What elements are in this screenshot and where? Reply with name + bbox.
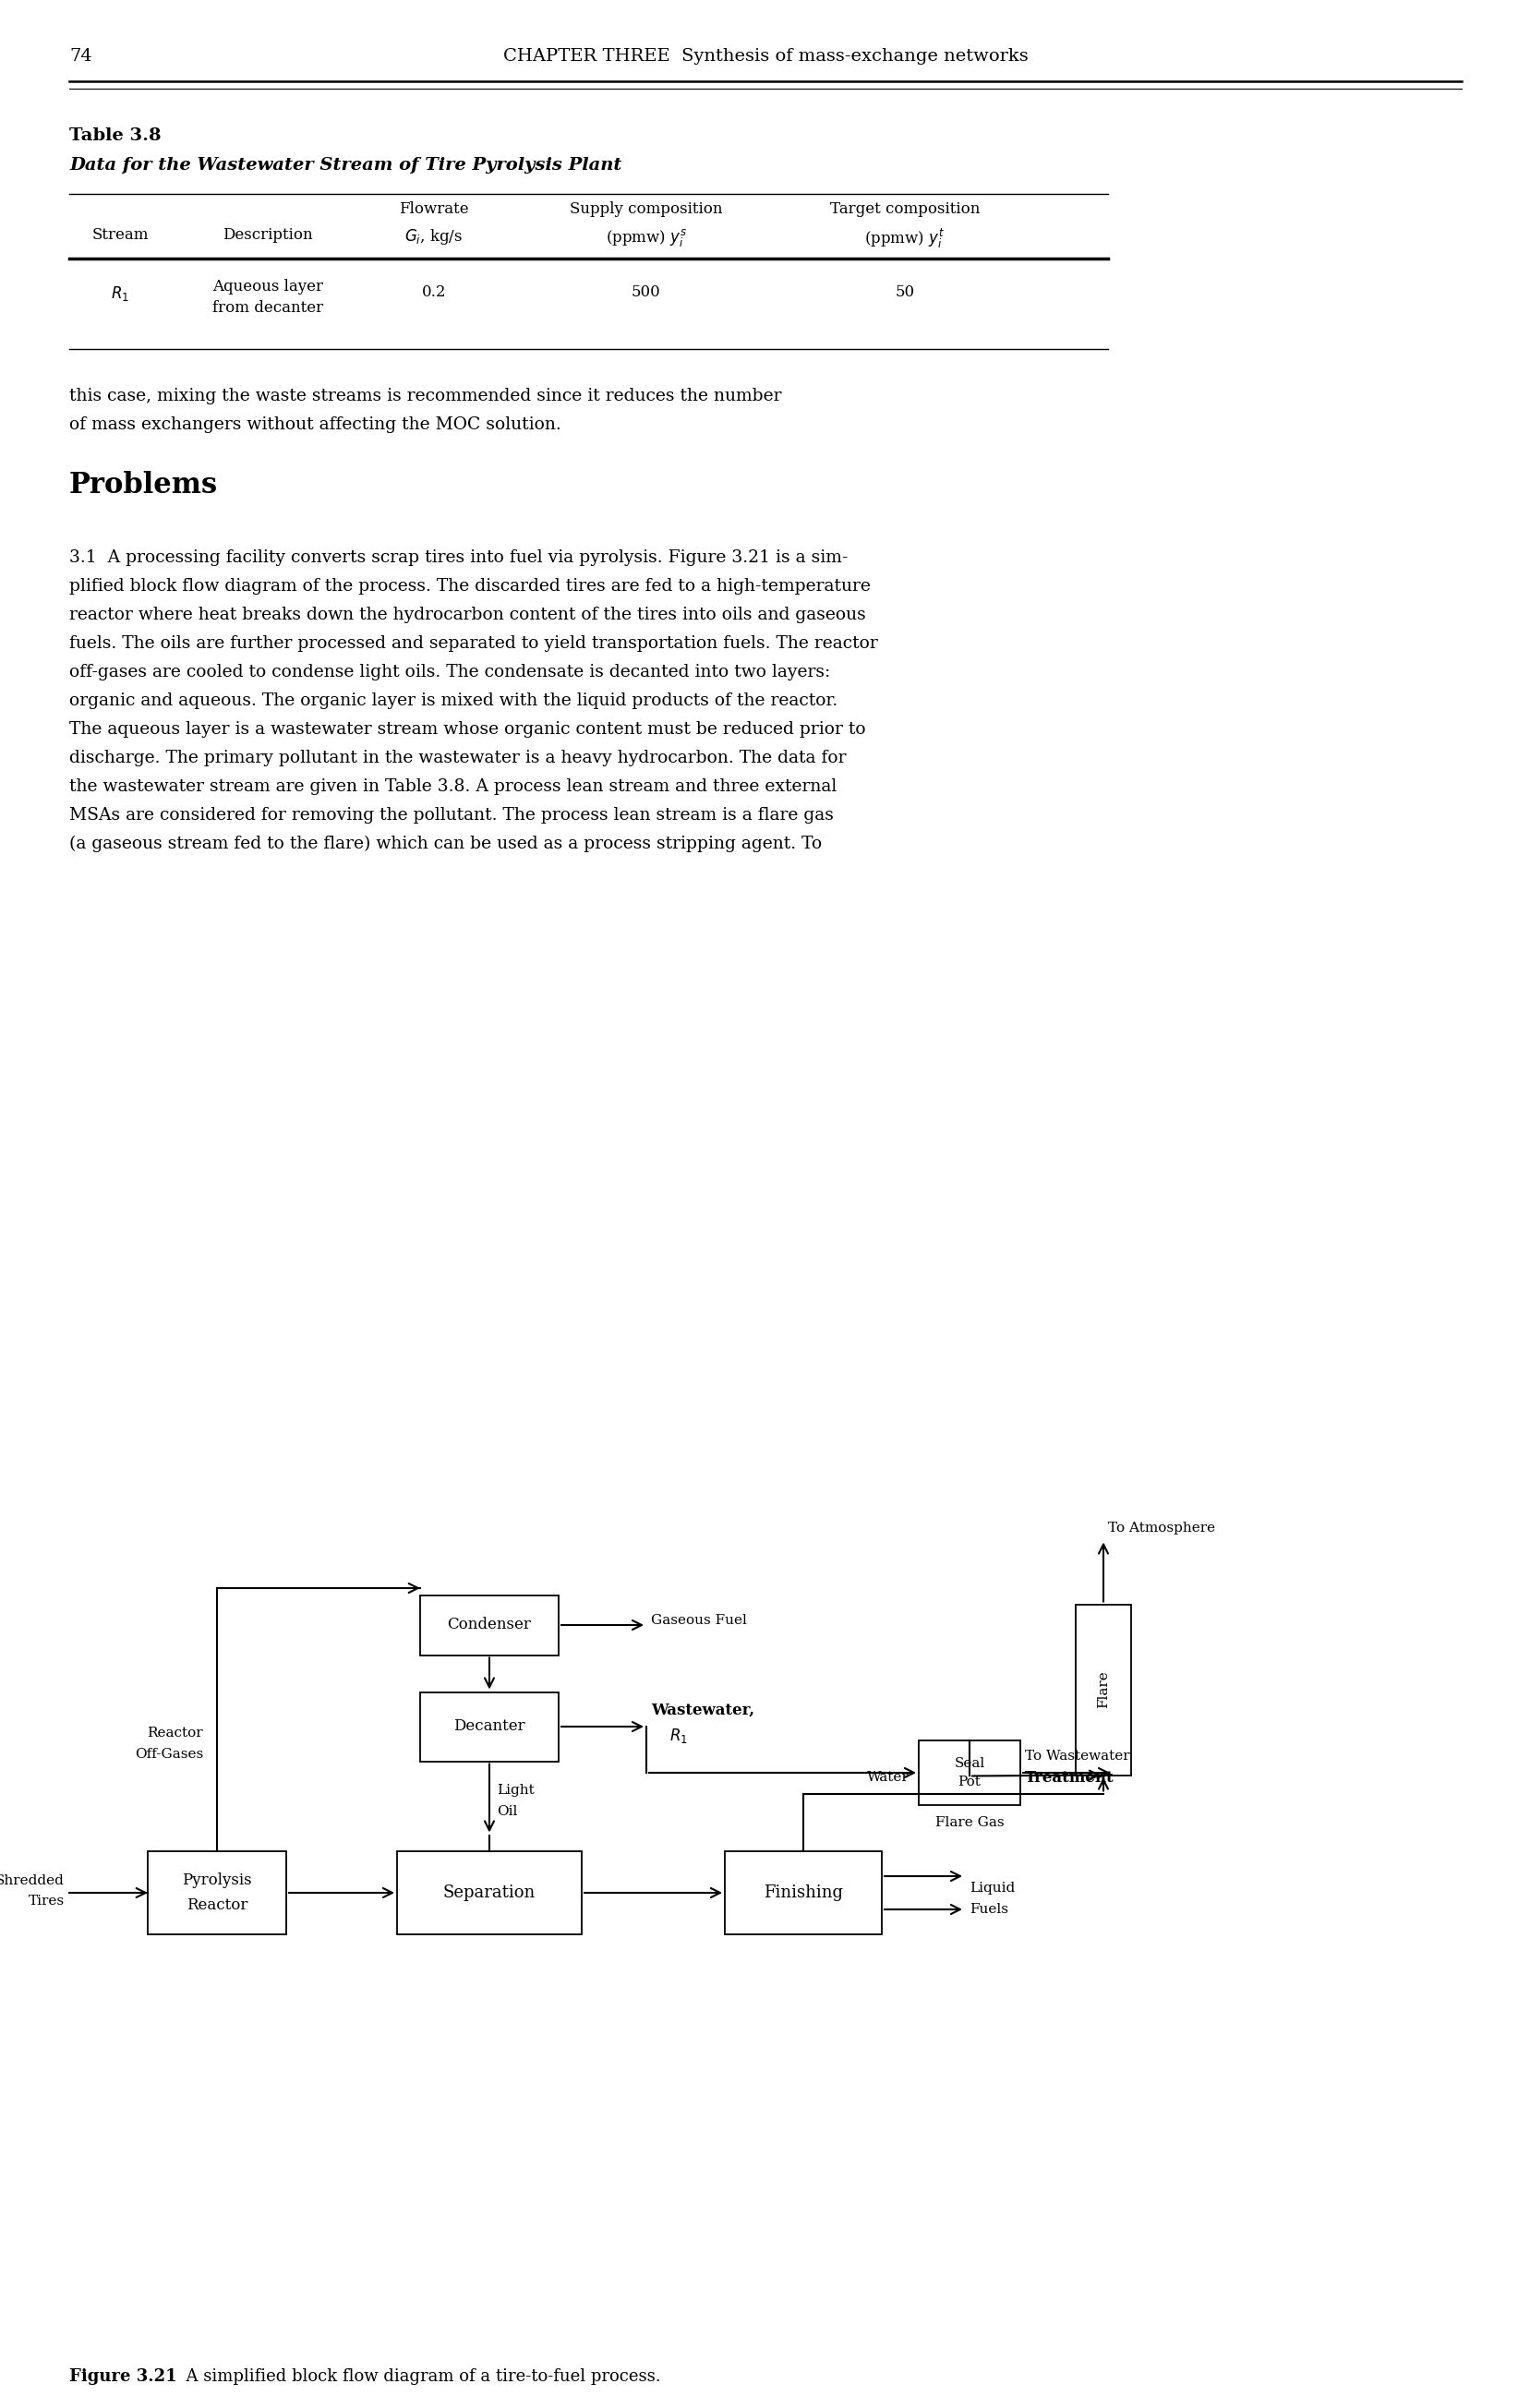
Text: Condenser: Condenser	[447, 1618, 531, 1633]
Text: discharge. The primary pollutant in the wastewater is a heavy hydrocarbon. The d: discharge. The primary pollutant in the …	[69, 749, 846, 766]
Text: fuels. The oils are further processed and separated to yield transportation fuel: fuels. The oils are further processed an…	[69, 636, 877, 653]
Bar	[148, 1852, 286, 1934]
Text: Oil: Oil	[496, 1804, 517, 1818]
Text: off-gases are cooled to condense light oils. The condensate is decanted into two: off-gases are cooled to condense light o…	[69, 665, 829, 681]
Text: Flare Gas: Flare Gas	[935, 1816, 1004, 1830]
Text: Flowrate: Flowrate	[399, 202, 468, 217]
Text: $G_i$, kg/s: $G_i$, kg/s	[404, 226, 464, 246]
Text: Water: Water	[866, 1770, 909, 1784]
Text: Tires: Tires	[29, 1895, 64, 1907]
Text: Figure 3.21: Figure 3.21	[69, 2369, 177, 2384]
Text: Supply composition: Supply composition	[569, 202, 722, 217]
Text: Data for the Wastewater Stream of Tire Pyrolysis Plant: Data for the Wastewater Stream of Tire P…	[69, 157, 621, 173]
Text: Decanter: Decanter	[453, 1719, 525, 1734]
Text: Wastewater,: Wastewater,	[650, 1702, 754, 1717]
Text: Reactor: Reactor	[187, 1898, 248, 1912]
Text: from decanter: from decanter	[213, 301, 323, 315]
Text: Stream: Stream	[92, 226, 148, 243]
Text: 3.1  A processing facility converts scrap tires into fuel via pyrolysis. Figure : 3.1 A processing facility converts scrap…	[69, 549, 848, 566]
Bar	[724, 1852, 881, 1934]
Text: Table 3.8: Table 3.8	[69, 128, 161, 144]
Text: $R_1$: $R_1$	[669, 1727, 687, 1746]
Text: Description: Description	[222, 226, 312, 243]
Text: $R_1$: $R_1$	[110, 284, 129, 303]
Text: 50: 50	[895, 284, 913, 301]
Text: (a gaseous stream fed to the flare) which can be used as a process stripping age: (a gaseous stream fed to the flare) whic…	[69, 836, 822, 852]
Text: reactor where heat breaks down the hydrocarbon content of the tires into oils an: reactor where heat breaks down the hydro…	[69, 607, 866, 624]
Text: Flare: Flare	[1097, 1671, 1109, 1707]
Text: Off-Gases: Off-Gases	[135, 1748, 203, 1760]
Text: Shredded: Shredded	[0, 1873, 64, 1888]
Text: organic and aqueous. The organic layer is mixed with the liquid products of the : organic and aqueous. The organic layer i…	[69, 694, 837, 708]
Text: Reactor: Reactor	[147, 1727, 203, 1739]
Bar	[918, 1741, 1019, 1806]
Text: Separation: Separation	[442, 1885, 536, 1900]
Text: (ppmw) $y_i^s$: (ppmw) $y_i^s$	[606, 226, 687, 248]
Text: Gaseous Fuel: Gaseous Fuel	[650, 1613, 747, 1628]
Text: Target composition: Target composition	[829, 202, 979, 217]
Text: To Atmosphere: To Atmosphere	[1108, 1522, 1215, 1534]
Text: Fuels: Fuels	[968, 1902, 1008, 1917]
Text: Problems: Problems	[69, 472, 217, 498]
Text: 74: 74	[69, 48, 92, 65]
Text: the wastewater stream are given in Table 3.8. A process lean stream and three ex: the wastewater stream are given in Table…	[69, 778, 837, 795]
Text: of mass exchangers without affecting the MOC solution.: of mass exchangers without affecting the…	[69, 417, 562, 433]
Bar	[419, 1594, 558, 1654]
Text: 0.2: 0.2	[421, 284, 445, 301]
Text: (ppmw) $y_i^t$: (ppmw) $y_i^t$	[864, 226, 944, 250]
Text: To Wastewater: To Wastewater	[1024, 1751, 1129, 1763]
Text: plified block flow diagram of the process. The discarded tires are fed to a high: plified block flow diagram of the proces…	[69, 578, 871, 595]
Text: Seal: Seal	[953, 1755, 984, 1770]
Text: A simplified block flow diagram of a tire-to-fuel process.: A simplified block flow diagram of a tir…	[176, 2369, 661, 2384]
Text: Treatment: Treatment	[1024, 1770, 1114, 1784]
Text: 500: 500	[632, 284, 661, 301]
Text: Liquid: Liquid	[968, 1881, 1014, 1895]
Text: Aqueous layer: Aqueous layer	[213, 279, 323, 294]
Text: Pot: Pot	[958, 1777, 981, 1789]
Bar	[396, 1852, 581, 1934]
Text: this case, mixing the waste streams is recommended since it reduces the number: this case, mixing the waste streams is r…	[69, 388, 782, 405]
Bar	[1076, 1604, 1131, 1775]
Text: MSAs are considered for removing the pollutant. The process lean stream is a fla: MSAs are considered for removing the pol…	[69, 807, 834, 824]
Bar	[419, 1693, 558, 1760]
Text: The aqueous layer is a wastewater stream whose organic content must be reduced p: The aqueous layer is a wastewater stream…	[69, 720, 866, 737]
Text: CHAPTER THREE  Synthesis of mass-exchange networks: CHAPTER THREE Synthesis of mass-exchange…	[502, 48, 1028, 65]
Text: Pyrolysis: Pyrolysis	[182, 1873, 252, 1888]
Text: Light: Light	[496, 1784, 534, 1796]
Text: Finishing: Finishing	[763, 1885, 843, 1900]
